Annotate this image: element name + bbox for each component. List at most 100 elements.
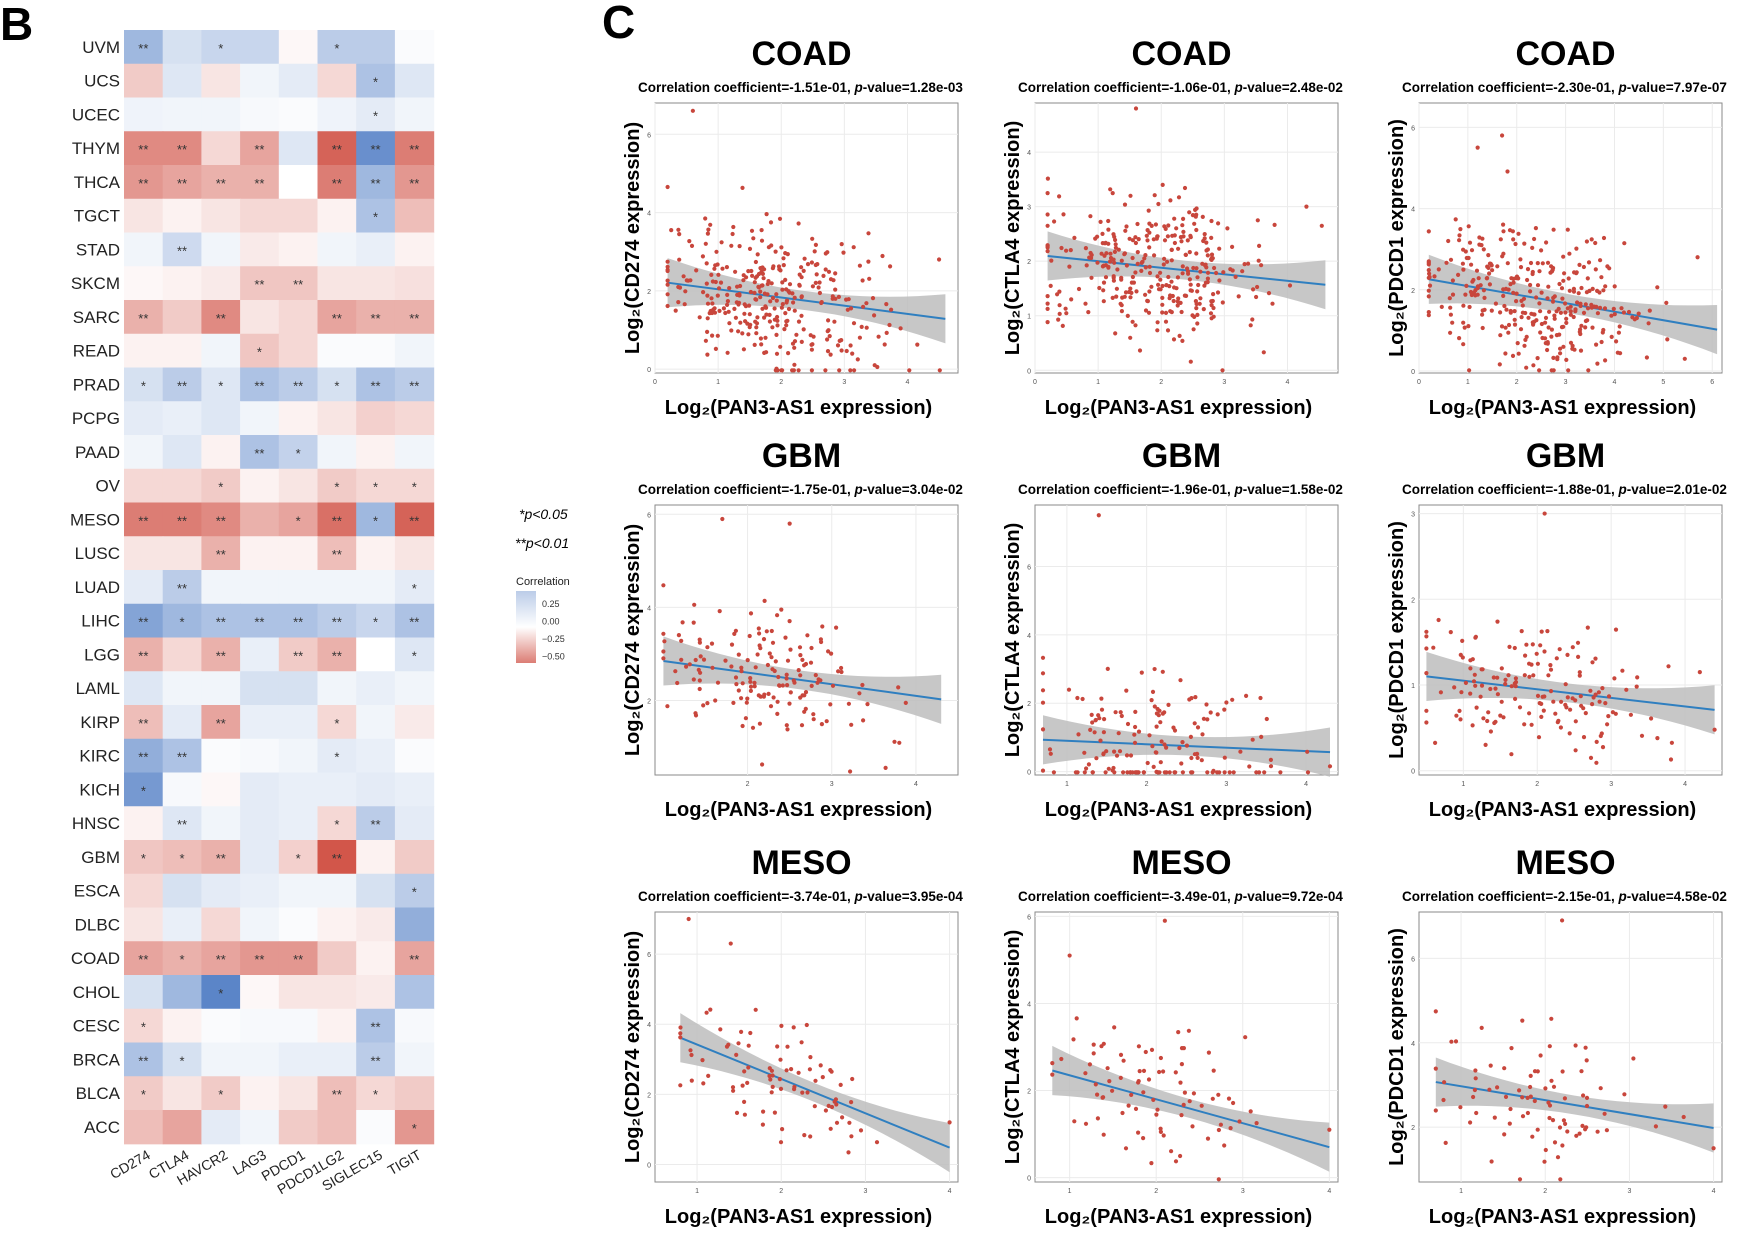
data-point bbox=[1101, 1095, 1106, 1100]
data-point bbox=[776, 674, 781, 680]
data-point bbox=[1059, 245, 1064, 251]
heatmap-cell bbox=[240, 300, 280, 335]
data-point bbox=[1593, 267, 1598, 272]
data-point bbox=[1100, 264, 1105, 269]
heatmap-cell bbox=[124, 300, 164, 335]
heatmap-cell bbox=[317, 131, 357, 166]
data-point bbox=[791, 1025, 796, 1030]
heatmap-significance: * bbox=[141, 1020, 146, 1035]
data-point bbox=[1095, 260, 1100, 265]
plot-frame bbox=[1418, 504, 1723, 776]
heatmap-cell bbox=[124, 840, 164, 875]
data-point bbox=[1592, 304, 1597, 309]
heatmap-cell bbox=[356, 975, 396, 1010]
data-point bbox=[720, 266, 725, 271]
heatmap-row-label: KIRP bbox=[80, 713, 120, 732]
data-point bbox=[1468, 289, 1473, 295]
data-point bbox=[1147, 733, 1152, 738]
heatmap-cell bbox=[394, 941, 435, 976]
data-point bbox=[1600, 686, 1605, 691]
data-point bbox=[1160, 711, 1165, 716]
data-point bbox=[1488, 1063, 1493, 1068]
data-point bbox=[1180, 770, 1185, 775]
data-point bbox=[1119, 303, 1124, 308]
data-point bbox=[1556, 718, 1561, 723]
data-point bbox=[1519, 315, 1524, 320]
data-point bbox=[1145, 298, 1150, 303]
data-point bbox=[1603, 358, 1608, 363]
data-point bbox=[1182, 1090, 1187, 1095]
heatmap-cell bbox=[124, 333, 164, 369]
data-point bbox=[1096, 713, 1101, 718]
data-point bbox=[875, 364, 880, 370]
data-point bbox=[709, 641, 715, 646]
data-point bbox=[665, 184, 670, 190]
heatmap-cell bbox=[240, 907, 280, 942]
data-point bbox=[1178, 1153, 1183, 1159]
data-point bbox=[1595, 1129, 1600, 1134]
scatter-subtitle: Correlation coefficient=-1.75e-01, p-val… bbox=[638, 482, 963, 497]
heatmap-cell bbox=[278, 502, 319, 537]
data-point bbox=[1112, 249, 1117, 254]
data-point bbox=[1579, 703, 1584, 708]
y-tick-label: 0 bbox=[1411, 769, 1415, 776]
data-point bbox=[693, 657, 698, 663]
data-point bbox=[1598, 258, 1603, 263]
data-point bbox=[724, 265, 730, 270]
y-tick-label: 4 bbox=[647, 605, 651, 612]
heatmap-cell bbox=[162, 435, 202, 470]
data-point bbox=[1179, 1046, 1185, 1051]
data-point bbox=[1449, 1039, 1454, 1044]
data-point bbox=[1611, 306, 1616, 311]
data-point bbox=[1584, 239, 1589, 244]
data-point bbox=[725, 302, 730, 307]
heatmap-cell bbox=[124, 165, 164, 200]
data-point bbox=[807, 1067, 813, 1072]
data-point bbox=[1577, 673, 1582, 678]
heatmap-cell bbox=[162, 671, 202, 706]
data-point bbox=[729, 243, 734, 248]
data-point bbox=[1136, 1044, 1141, 1049]
x-tick-label: 1 bbox=[716, 379, 720, 386]
subtitle-prefix: Correlation coefficient=-1.51e-01, bbox=[638, 80, 854, 95]
data-point bbox=[754, 321, 760, 326]
heatmap-cell bbox=[201, 975, 241, 1010]
data-point bbox=[737, 244, 742, 249]
data-point bbox=[1560, 1069, 1565, 1074]
data-point bbox=[1133, 724, 1138, 730]
data-point bbox=[1547, 1044, 1552, 1049]
heatmap-cell bbox=[240, 637, 280, 672]
data-point bbox=[1448, 312, 1453, 317]
data-point bbox=[1586, 260, 1592, 265]
heatmap-significance: * bbox=[296, 513, 301, 528]
data-point bbox=[861, 718, 866, 723]
data-point bbox=[1155, 320, 1160, 325]
data-point bbox=[773, 659, 778, 664]
heatmap-cell bbox=[201, 131, 241, 166]
data-point bbox=[1142, 256, 1147, 261]
data-point bbox=[1076, 732, 1081, 737]
data-point bbox=[1492, 720, 1497, 726]
data-point bbox=[1261, 350, 1266, 355]
data-point bbox=[1535, 693, 1541, 699]
data-point bbox=[1084, 263, 1089, 268]
data-point bbox=[836, 669, 841, 674]
data-point bbox=[1176, 1030, 1181, 1035]
data-point bbox=[1304, 204, 1309, 209]
heatmap-row-label: SKCM bbox=[71, 274, 120, 293]
data-point bbox=[774, 351, 780, 356]
data-point bbox=[778, 1057, 783, 1062]
heatmap-cell bbox=[201, 63, 241, 99]
data-point bbox=[1205, 253, 1210, 258]
data-point bbox=[739, 669, 744, 674]
heatmap-cell bbox=[278, 30, 319, 65]
data-point bbox=[1165, 328, 1171, 333]
data-point bbox=[821, 273, 826, 278]
data-point bbox=[1173, 1070, 1178, 1075]
data-point bbox=[1613, 711, 1618, 716]
data-point bbox=[823, 368, 828, 373]
data-point bbox=[1158, 270, 1163, 275]
data-point bbox=[1108, 259, 1113, 264]
heatmap-cell bbox=[394, 502, 435, 537]
